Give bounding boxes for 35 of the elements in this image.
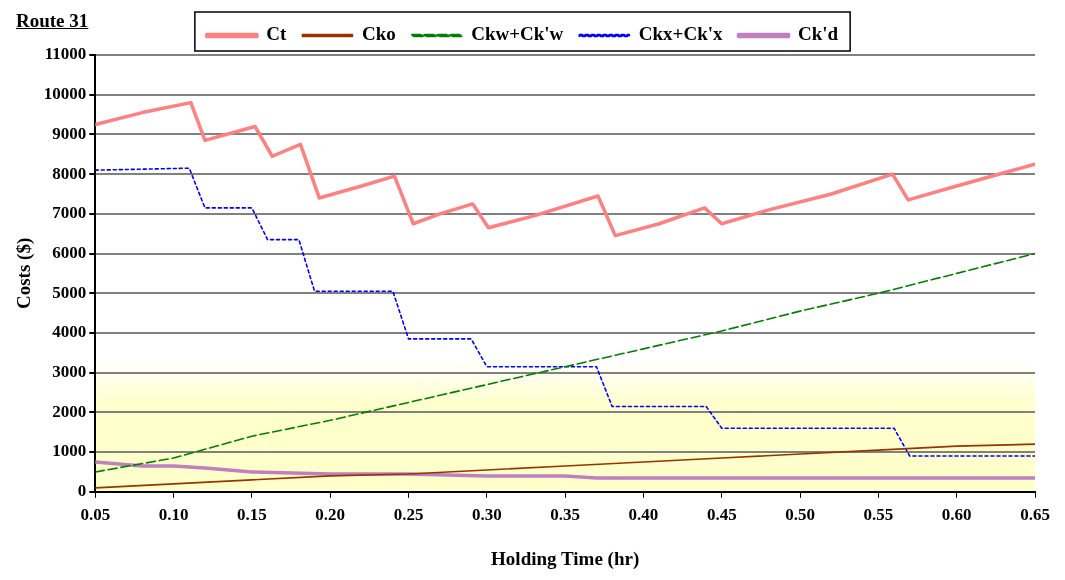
x-tick-label: 0.55 — [863, 505, 894, 525]
y-tick-label: 9000 — [52, 123, 87, 143]
x-axis-title: Holding Time (hr) — [491, 547, 640, 570]
legend-label: Ckw+Ck'w — [471, 23, 564, 45]
y-tick-label: 6000 — [52, 242, 87, 262]
y-tick-label: 1000 — [52, 441, 87, 461]
chart-title: Route 31 — [16, 10, 89, 32]
y-tick-label: 4000 — [52, 322, 87, 342]
line-series — [95, 252, 1035, 473]
legend-label: Ck'd — [798, 23, 839, 45]
y-tick-label: 0 — [77, 481, 87, 501]
legend-label: Ct — [266, 23, 288, 45]
y-tick-label: 2000 — [52, 401, 87, 421]
y-tick-label: 10000 — [43, 84, 87, 104]
x-tick-label: 0.65 — [1020, 505, 1050, 525]
x-tick-label: 0.15 — [237, 505, 267, 525]
y-tick-label: 3000 — [52, 362, 87, 382]
x-tick-label: 0.20 — [315, 505, 346, 525]
y-tick-label: 11000 — [44, 44, 87, 64]
x-tick-label: 0.30 — [471, 505, 502, 525]
legend-label: Ckx+Ck'x — [638, 23, 723, 45]
x-tick-label: 0.45 — [706, 505, 737, 525]
legend-label: Cko — [361, 23, 396, 45]
x-tick-label: 0.05 — [80, 505, 111, 525]
x-tick-label: 0.50 — [785, 505, 815, 525]
x-tick-label: 0.60 — [941, 505, 972, 525]
line-series — [95, 167, 1035, 457]
y-tick-label: 8000 — [52, 163, 87, 183]
x-tick-label: 0.35 — [550, 505, 581, 525]
x-tick-label: 0.10 — [158, 505, 189, 525]
y-tick-label: 7000 — [52, 203, 87, 223]
x-tick-label: 0.25 — [393, 505, 424, 525]
y-axis-title: Costs ($) — [13, 237, 36, 310]
y-tick-label: 5000 — [52, 282, 87, 302]
x-tick-label: 0.40 — [628, 505, 659, 525]
